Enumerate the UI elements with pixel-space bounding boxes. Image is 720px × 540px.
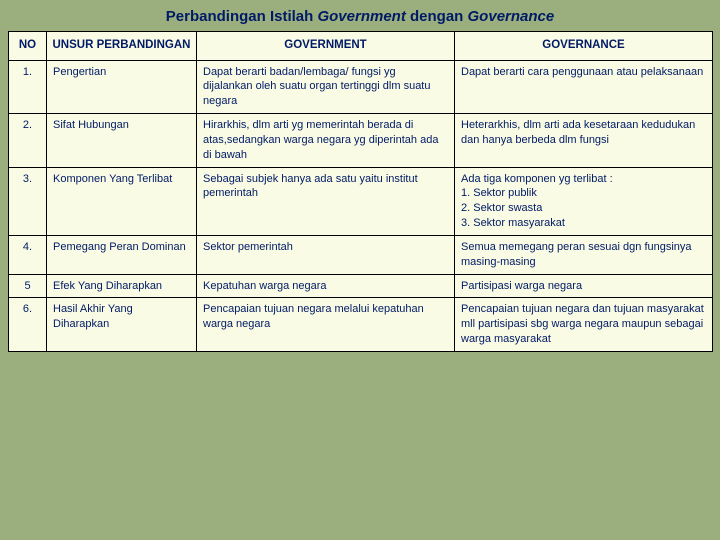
- cell-governance: Ada tiga komponen yg terlibat :1. Sektor…: [455, 167, 713, 235]
- cell-no: 1.: [9, 60, 47, 114]
- header-no: NO: [9, 32, 47, 61]
- cell-governance: Pencapaian tujuan negara dan tujuan masy…: [455, 298, 713, 352]
- header-government: GOVERNMENT: [197, 32, 455, 61]
- cell-government: Sektor pemerintah: [197, 235, 455, 274]
- cell-unsur: Pengertian: [47, 60, 197, 114]
- page-title: Perbandingan Istilah Government dengan G…: [0, 0, 720, 31]
- cell-government: Kepatuhan warga negara: [197, 274, 455, 298]
- cell-governance: Dapat berarti cara penggunaan atau pelak…: [455, 60, 713, 114]
- title-text-2: dengan: [410, 8, 468, 25]
- table-row: 3. Komponen Yang Terlibat Sebagai subjek…: [9, 167, 713, 235]
- cell-governance: Semua memegang peran sesuai dgn fungsiny…: [455, 235, 713, 274]
- cell-unsur: Efek Yang Diharapkan: [47, 274, 197, 298]
- cell-governance: Partisipasi warga negara: [455, 274, 713, 298]
- cell-no: 4.: [9, 235, 47, 274]
- table-header-row: NO UNSUR PERBANDINGAN GOVERNMENT GOVERNA…: [9, 32, 713, 61]
- cell-no: 6.: [9, 298, 47, 352]
- cell-unsur: Pemegang Peran Dominan: [47, 235, 197, 274]
- table-body: 1. Pengertian Dapat berarti badan/lembag…: [9, 60, 713, 352]
- table-row: 6. Hasil Akhir Yang Diharapkan Pencapaia…: [9, 298, 713, 352]
- cell-government: Hirarkhis, dlm arti yg memerintah berada…: [197, 114, 455, 168]
- cell-no: 5: [9, 274, 47, 298]
- cell-no: 2.: [9, 114, 47, 168]
- cell-no: 3.: [9, 167, 47, 235]
- cell-government: Sebagai subjek hanya ada satu yaitu inst…: [197, 167, 455, 235]
- title-text-1: Perbandingan Istilah: [166, 8, 318, 25]
- comparison-table: NO UNSUR PERBANDINGAN GOVERNMENT GOVERNA…: [8, 31, 713, 352]
- header-unsur: UNSUR PERBANDINGAN: [47, 32, 197, 61]
- cell-government: Dapat berarti badan/lembaga/ fungsi yg d…: [197, 60, 455, 114]
- table-row: 5 Efek Yang Diharapkan Kepatuhan warga n…: [9, 274, 713, 298]
- table-row: 4. Pemegang Peran Dominan Sektor pemerin…: [9, 235, 713, 274]
- table-row: 1. Pengertian Dapat berarti badan/lembag…: [9, 60, 713, 114]
- cell-unsur: Sifat Hubungan: [47, 114, 197, 168]
- table-row: 2. Sifat Hubungan Hirarkhis, dlm arti yg…: [9, 114, 713, 168]
- cell-governance: Heterarkhis, dlm arti ada kesetaraan ked…: [455, 114, 713, 168]
- cell-unsur: Komponen Yang Terlibat: [47, 167, 197, 235]
- header-governance: GOVERNANCE: [455, 32, 713, 61]
- cell-government: Pencapaian tujuan negara melalui kepatuh…: [197, 298, 455, 352]
- cell-unsur: Hasil Akhir Yang Diharapkan: [47, 298, 197, 352]
- title-italic-1: Government: [317, 8, 410, 25]
- title-italic-2: Governance: [468, 8, 555, 25]
